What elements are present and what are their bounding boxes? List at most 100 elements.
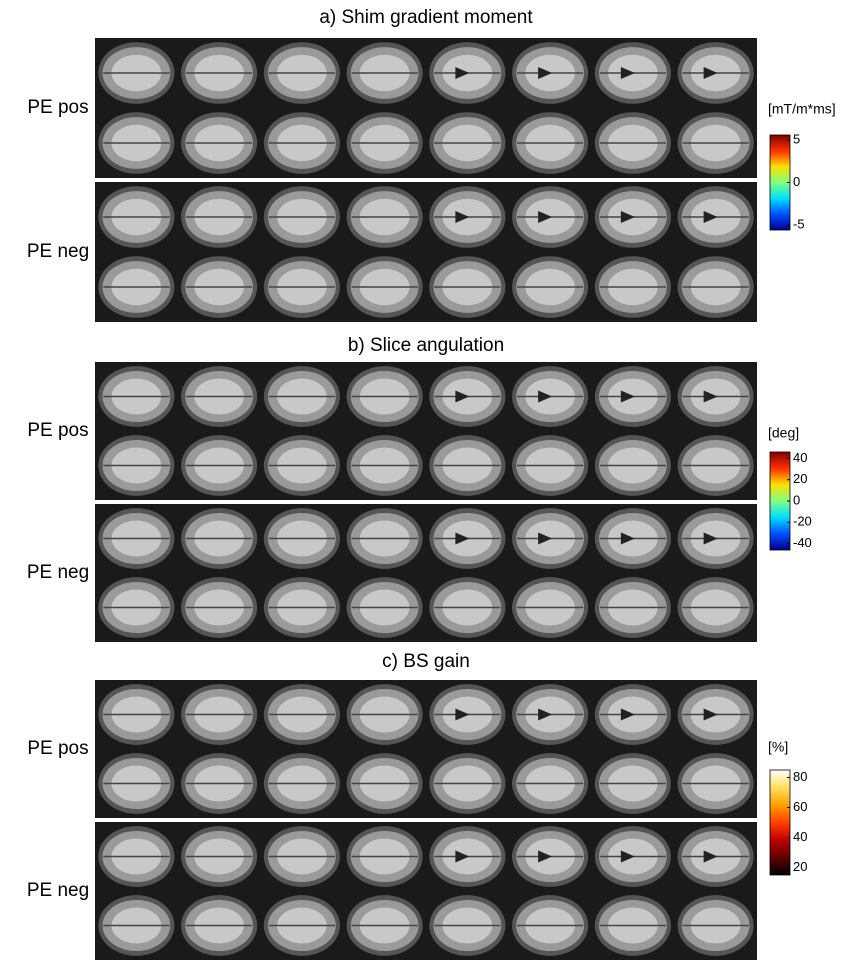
brain-slice [429,508,506,569]
row-label: PE pos [27,738,88,759]
brain-slice [677,826,754,887]
brain-slice [346,895,423,956]
brain-slice [98,508,175,569]
brain-slice [181,826,258,887]
brain-slice [429,112,506,174]
brain-slice [263,112,340,174]
brain-slice [512,684,589,745]
brain-slice [594,435,671,496]
brain-slice [512,366,589,427]
brain-slice [181,186,258,248]
panel-title: c) BS gain [382,651,470,672]
brain-slice [594,256,671,318]
ventricle [620,850,635,863]
brain-slice [594,826,671,887]
colorbar-unit: [%] [768,739,788,755]
brain-slice [181,112,258,174]
colorbar-tick-label: -5 [793,216,805,231]
brain-slice [512,186,589,248]
ventricle [620,67,635,79]
ventricle [538,708,553,721]
brain-slice [677,895,754,956]
brain-slice [98,577,175,638]
panel-title: b) Slice angulation [348,335,504,356]
brain-slice [263,895,340,956]
brain-slice [512,826,589,887]
brain-slice [263,577,340,638]
ventricle [455,532,470,545]
brain-slice [429,366,506,427]
brain-slice [677,256,754,318]
colorbar-tick-label: 40 [793,829,807,844]
brain-slice [346,435,423,496]
brain-slice [346,42,423,104]
brain-slice [98,256,175,318]
brain-slice [181,508,258,569]
brain-slice [181,435,258,496]
ventricle [703,211,718,223]
brain-slice [181,684,258,745]
colorbar-tick-label: 60 [793,799,807,814]
ventricle [455,390,470,403]
brain-slice [677,366,754,427]
brain-slice [263,684,340,745]
brain-slice [263,186,340,248]
brain-slice [263,753,340,814]
brain-slice [181,753,258,814]
brain-slice [346,112,423,174]
brain-slice [98,753,175,814]
brain-slice [512,508,589,569]
brain-slice [594,366,671,427]
brain-slice [429,42,506,104]
brain-slice [512,753,589,814]
brain-slice [346,256,423,318]
brain-slice [181,42,258,104]
colorbar-tick-label: 0 [793,492,800,507]
brain-slice [98,112,175,174]
brain-slice [512,256,589,318]
ventricle [455,708,470,721]
brain-slice [677,508,754,569]
brain-slice [181,256,258,318]
brain-slice [429,435,506,496]
brain-slice [98,684,175,745]
ventricle [538,532,553,545]
ventricle [620,532,635,545]
colorbar-tick-label: 5 [793,132,800,147]
brain-slice [263,366,340,427]
row-label: PE pos [27,420,88,441]
brain-slice [429,186,506,248]
brain-slice [594,895,671,956]
brain-slice [594,753,671,814]
brain-slice [181,577,258,638]
brain-slice [677,577,754,638]
brain-slice [181,366,258,427]
ventricle [620,390,635,403]
colorbar-tick-label: 0 [793,174,800,189]
brain-slice [512,577,589,638]
brain-slice [677,435,754,496]
brain-slice [512,42,589,104]
brain-slice [346,753,423,814]
brain-slice [429,256,506,318]
row-label: PE neg [27,562,89,583]
colorbar-unit: [deg] [768,425,799,441]
brain-slice [594,684,671,745]
ventricle [538,850,553,863]
ventricle [703,67,718,79]
colorbar-tick-label: -20 [793,514,812,529]
colorbar-tick-label: 40 [793,450,807,465]
brain-slice [346,508,423,569]
brain-slice [594,577,671,638]
brain-slice [594,186,671,248]
colorbar-tick-label: 80 [793,769,807,784]
colorbar-tick-label: -40 [793,535,812,550]
ventricle [703,708,718,721]
brain-slice [98,366,175,427]
brain-slice [98,895,175,956]
brain-slice [594,508,671,569]
brain-slice [346,577,423,638]
brain-slice [594,42,671,104]
brain-slice [677,186,754,248]
